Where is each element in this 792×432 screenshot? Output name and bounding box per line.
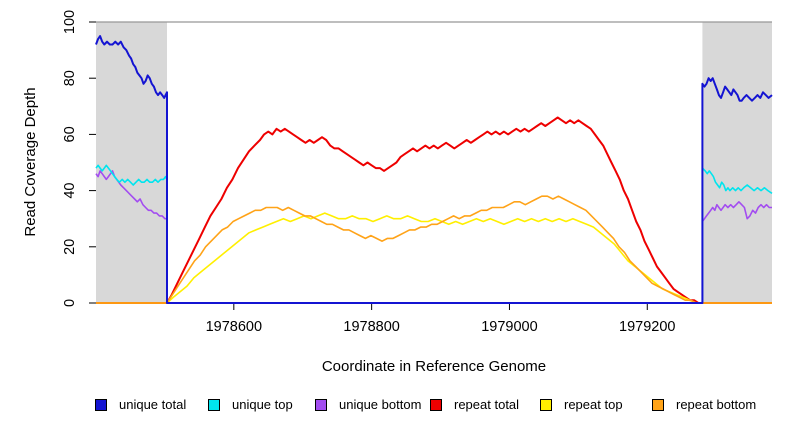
legend-item-unique-bottom: unique bottom <box>315 397 421 413</box>
series-unique-top <box>95 164 773 304</box>
legend: unique total unique top unique bottom re… <box>0 397 792 417</box>
repeat-bottom-swatch <box>652 399 664 411</box>
x-tick-label: 1979200 <box>619 319 675 335</box>
y-tick-label: 0 <box>62 299 78 307</box>
series-repeat-total <box>96 116 772 304</box>
y-tick-label: 60 <box>62 126 78 142</box>
legend-label: repeat total <box>454 397 520 412</box>
series-repeat-top <box>96 212 772 304</box>
legend-item-repeat-total: repeat total <box>430 397 519 413</box>
legend-item-unique-total: unique total <box>95 397 186 413</box>
flanking-region-shade <box>702 22 772 303</box>
y-tick-label: 80 <box>62 70 78 86</box>
series-unique-total <box>95 35 773 304</box>
x-tick-label: 1978600 <box>206 319 262 335</box>
unique-total-swatch <box>95 399 107 411</box>
legend-label: repeat top <box>564 397 623 412</box>
x-axis-title: Coordinate in Reference Genome <box>321 358 547 375</box>
y-tick-label: 100 <box>62 10 78 34</box>
x-tick-label: 1978800 <box>343 319 399 335</box>
y-tick-label: 20 <box>62 239 78 255</box>
series-repeat-bottom <box>96 195 772 304</box>
legend-label: repeat bottom <box>676 397 757 412</box>
legend-label: unique bottom <box>339 397 422 412</box>
legend-label: unique total <box>119 397 187 412</box>
x-tick-label: 1979000 <box>481 319 537 335</box>
legend-item-unique-top: unique top <box>208 397 293 413</box>
unique-top-swatch <box>208 399 220 411</box>
legend-label: unique top <box>232 397 293 412</box>
y-tick-label: 40 <box>62 183 78 199</box>
unique-bottom-swatch <box>315 399 327 411</box>
repeat-top-swatch <box>540 399 552 411</box>
repeat-total-swatch <box>430 399 442 411</box>
flanking-region-shade <box>96 22 167 303</box>
y-axis-title: Read Coverage Depth <box>22 87 39 237</box>
series-unique-bottom <box>95 170 772 304</box>
legend-item-repeat-bottom: repeat bottom <box>652 397 756 413</box>
legend-item-repeat-top: repeat top <box>540 397 623 413</box>
